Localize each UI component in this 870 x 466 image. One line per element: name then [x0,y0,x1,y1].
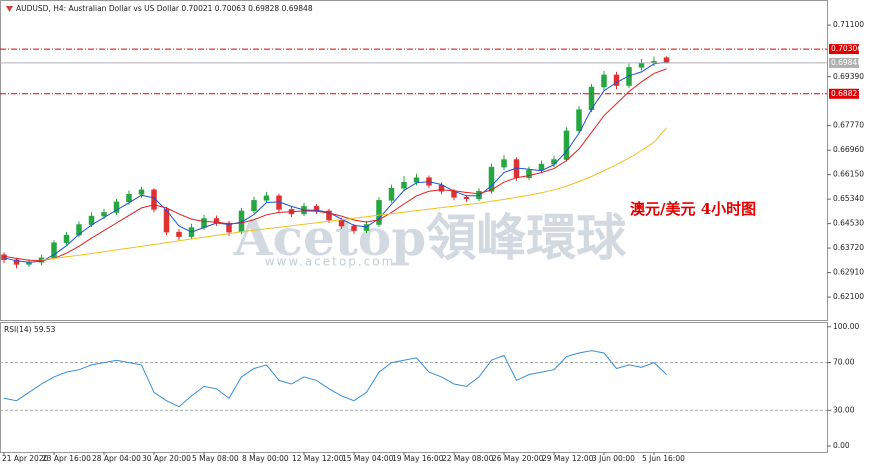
candle-body [501,159,507,168]
y-tick-label: 0.00 [833,441,850,450]
y-tick-label: 0.71100 [833,20,864,29]
line-series [41,127,667,261]
level-label-bg [829,44,859,55]
candle-body [13,259,20,265]
candle-body [488,166,495,192]
y-tick-label: 0.62100 [833,292,864,301]
y-tick-label: 30.00 [833,405,855,414]
annotation: 澳元/美元 4小时图 [630,200,756,218]
candle-body [163,209,170,233]
candle-body [226,222,232,233]
candle-body [601,74,607,88]
candle-body [476,191,482,200]
candle-body [126,194,132,203]
level-label: 0.70306 [831,44,862,53]
candle-body [463,197,470,200]
y-tick-label: 0.67770 [833,121,864,130]
candle-body [51,242,57,259]
candle-body [101,212,107,217]
x-tick-label: 15 May 04:00 [342,454,394,463]
watermark: Acetop領峰環球 [233,208,627,267]
y-tick-label: 0.66960 [833,145,864,154]
x-tick-label: 12 May 12:00 [292,454,344,463]
x-tick-label: 28 Apr 04:00 [92,454,141,463]
y-tick-label: 100.00 [833,322,859,331]
line-series [3,350,667,408]
candle-body [638,62,645,68]
level-label: 0.68827 [831,89,862,98]
x-tick-label: 23 Apr 16:00 [42,454,91,463]
y-tick-label: 0.63720 [833,243,864,252]
candle-body [538,163,545,171]
y-tick-label: 0.64530 [833,219,864,228]
candle-body [138,189,145,195]
candle-body [251,200,257,212]
candle-body [401,181,407,189]
line-series [3,61,667,263]
candle-body [613,74,620,86]
candle-body [563,130,570,160]
y-tick-label: 0.66150 [833,170,864,179]
candle-body [326,210,332,221]
x-tick-label: 30 Apr 20:00 [142,454,191,463]
x-tick-label: 22 May 08:00 [442,454,494,463]
y-tick-label: 70.00 [833,358,855,367]
x-tick-label: 26 May 20:00 [492,454,544,463]
candle-body [626,67,632,86]
x-tick-label: 5 Jun 16:00 [642,454,685,463]
x-tick-label: 19 May 16:00 [392,454,444,463]
candle-body [113,201,120,213]
candle-body [363,224,370,231]
y-tick-label: 0.69390 [833,72,864,81]
candle-body [63,234,70,243]
line-series [3,68,667,262]
candle-body [263,195,270,201]
x-tick-label: 3 Jun 00:00 [592,454,635,463]
candle-body [76,224,82,236]
y-tick-label: 0.65340 [833,194,864,203]
candle-body [526,169,532,178]
watermark-url: www.acetop.com [265,255,396,269]
x-tick-label: 29 May 12:00 [542,454,594,463]
level-label-bg [829,88,859,99]
main-frame [0,0,828,321]
level-label-bg [829,57,859,68]
symbol-icon [6,6,13,12]
rsi-title: RSI(14) 59.53 [4,325,56,334]
candle-body [438,184,445,192]
candle-body [338,219,345,227]
x-tick-label: 8 May 00:00 [242,454,289,463]
level-label: 0.69848 [831,58,862,67]
candle-body [376,200,382,225]
x-tick-label: 21 Apr 2020 [2,454,49,463]
candle-body [88,215,95,225]
candle-body [413,177,420,183]
x-tick-label: 5 May 08:00 [192,454,239,463]
y-tick-label: 0.62910 [833,268,864,277]
candle-body [576,109,582,132]
main-title: AUDUSD, H4: Australian Dollar vs US Doll… [16,4,313,13]
candle-body [1,254,7,261]
candle-body [151,189,157,210]
candle-body [201,218,207,228]
candle-body [351,225,357,231]
rsi-frame [0,322,828,453]
candle-body [388,188,395,201]
candle-body [176,231,182,237]
